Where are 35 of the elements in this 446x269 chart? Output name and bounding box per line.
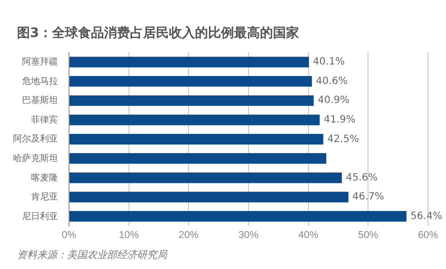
x-tick-label: 30%	[238, 230, 259, 241]
data-label: 40.9%	[318, 95, 350, 106]
x-tick-label: 60%	[418, 230, 438, 241]
data-label: 45.6%	[346, 172, 378, 184]
bar	[70, 211, 406, 222]
data-label: 40.6%	[316, 76, 348, 87]
y-tick-label: 菲律宾	[31, 114, 58, 124]
x-tick-label: 0%	[62, 230, 76, 241]
bar	[70, 153, 326, 164]
y-tick-label: 阿尔及利亚	[13, 134, 58, 144]
bar	[70, 95, 314, 106]
y-tick-label: 阿塞拜疆	[22, 56, 58, 67]
x-tick-label: 50%	[358, 230, 378, 241]
x-tick-label: 10%	[118, 230, 139, 241]
bar	[70, 114, 320, 126]
y-tick-label: 肯尼亚	[31, 192, 58, 202]
bar	[70, 192, 348, 202]
data-label: 42.5%	[327, 134, 360, 145]
data-label: 46.7%	[352, 192, 384, 203]
y-tick-label: 尼日利亚	[22, 210, 58, 221]
bar	[70, 134, 324, 145]
x-tick-label: 20%	[178, 230, 199, 241]
data-label: 40.1%	[312, 56, 345, 68]
bar	[70, 172, 342, 184]
y-tick-label: 危地马拉	[22, 76, 58, 86]
y-tick-label: 喀麦隆	[31, 172, 58, 182]
data-label: 56.4%	[410, 210, 442, 222]
y-tick-label: 巴基斯坦	[22, 95, 58, 106]
data-label: 41.9%	[324, 114, 356, 126]
x-tick-label: 40%	[298, 230, 318, 241]
text: 资料来源：美国农业部经济研究局	[17, 248, 167, 262]
bar	[70, 76, 312, 87]
chart-title: 图3：全球食品消费占居民收入的比例最高的国家	[17, 24, 300, 42]
y-tick-label: 哈萨克斯坦	[13, 152, 58, 163]
bar	[70, 56, 309, 68]
